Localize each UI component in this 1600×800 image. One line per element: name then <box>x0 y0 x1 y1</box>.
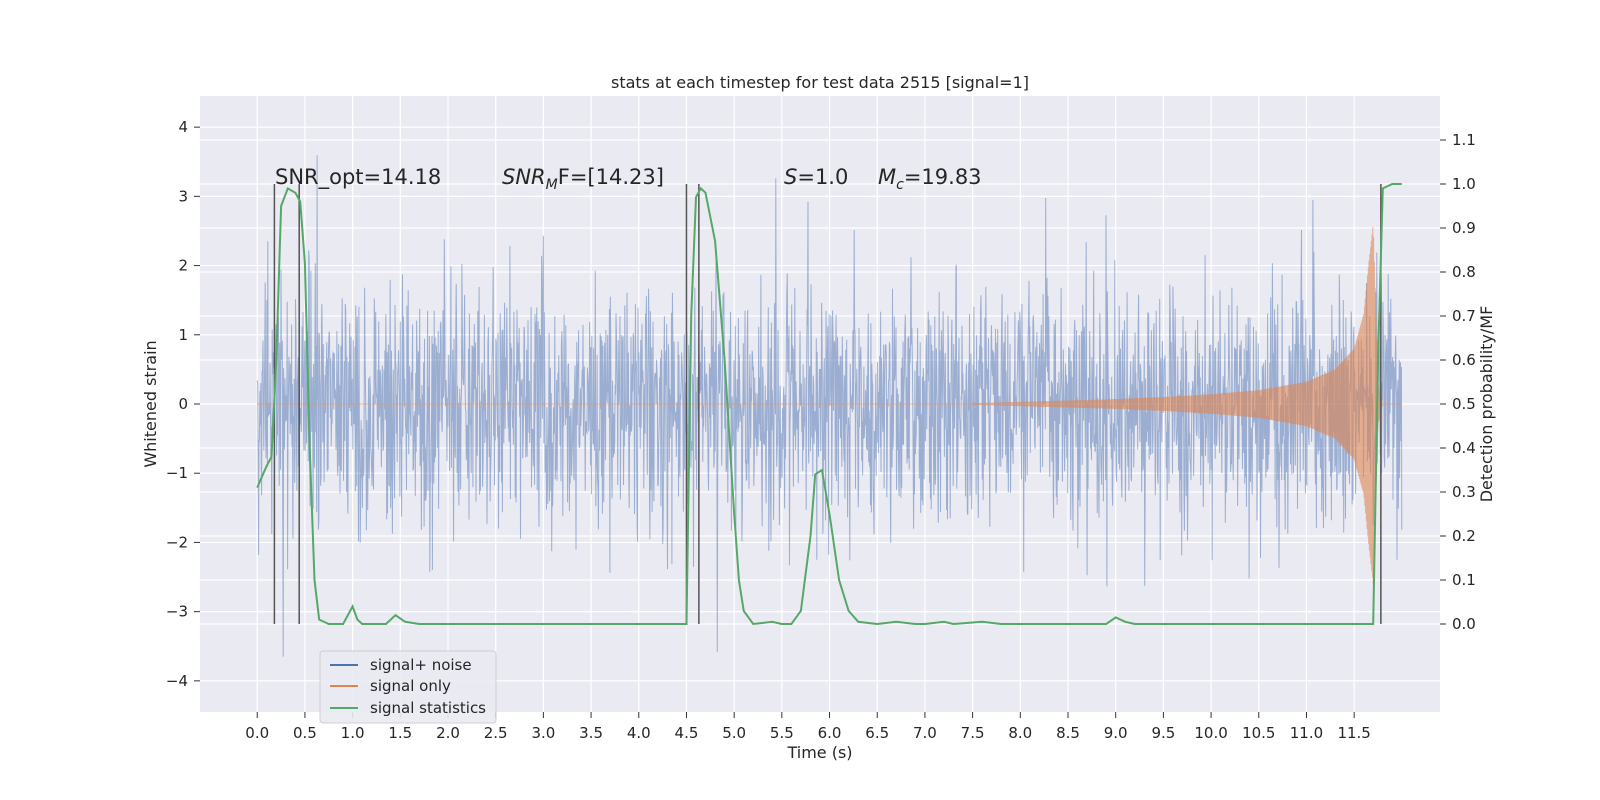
y-right-tick-label: 0.0 <box>1452 615 1476 633</box>
annotation-s: S=1.0 <box>784 165 848 189</box>
annotation-mc: Mc=19.83 <box>878 165 982 193</box>
annotations: SNR_opt=14.18 SNRMF=[14.23] S=1.0 Mc=19.… <box>275 165 982 193</box>
y-right-tick-label: 0.3 <box>1452 483 1476 501</box>
x-tick-label: 11.0 <box>1290 724 1323 742</box>
y-left-tick-label: −4 <box>166 672 188 690</box>
y-left-tick-label: −1 <box>166 464 188 482</box>
y-left-tick-label: 4 <box>178 118 188 136</box>
x-tick-label: 8.5 <box>1056 724 1080 742</box>
y-right-tick-label: 0.9 <box>1452 219 1476 237</box>
x-tick-label: 3.0 <box>531 724 555 742</box>
series-signal-noise <box>256 155 1403 657</box>
x-tick-label: 8.0 <box>1008 724 1032 742</box>
y-right-tick-label: 0.1 <box>1452 571 1476 589</box>
y-left-tick-label: 3 <box>178 187 188 205</box>
y-left-tick-label: 1 <box>178 326 188 344</box>
y-right-tick-label: 0.8 <box>1452 263 1476 281</box>
y-axis-left-ticks: −4 −3 −2 −1 0 1 2 3 4 <box>166 118 200 690</box>
x-tick-label: 10.0 <box>1194 724 1227 742</box>
x-tick-label: 7.5 <box>961 724 985 742</box>
chart-title: stats at each timestep for test data 251… <box>611 73 1029 92</box>
y-left-tick-label: 0 <box>178 395 188 413</box>
y-right-tick-label: 0.5 <box>1452 395 1476 413</box>
x-tick-label: 5.0 <box>722 724 746 742</box>
legend-label-signal-statistics: signal statistics <box>370 699 486 717</box>
y-left-tick-label: 2 <box>178 257 188 275</box>
y-left-tick-label: −2 <box>166 533 188 551</box>
x-tick-label: 7.0 <box>913 724 937 742</box>
annotation-snr-mf: SNRMF=[14.23] <box>502 165 664 193</box>
x-tick-label: 1.0 <box>341 724 365 742</box>
x-tick-label: 6.0 <box>818 724 842 742</box>
y-right-tick-label: 0.2 <box>1452 527 1476 545</box>
legend-label-signal-noise: signal+ noise <box>370 656 472 674</box>
x-tick-label: 0.5 <box>293 724 317 742</box>
y-left-tick-label: −3 <box>166 603 188 621</box>
x-axis-ticks: 0.0 0.5 1.0 1.5 2.0 2.5 3.0 3.5 4.0 4.5 5.0 5.5 6.0 6… <box>245 712 1371 742</box>
x-tick-label: 6.5 <box>865 724 889 742</box>
x-tick-label: 0.0 <box>245 724 269 742</box>
legend-label-signal-only: signal only <box>370 677 451 695</box>
x-tick-label: 4.0 <box>627 724 651 742</box>
x-tick-label: 2.5 <box>484 724 508 742</box>
series-signal-statistics <box>256 183 1402 626</box>
x-tick-label: 3.5 <box>579 724 603 742</box>
y-axis-right-label: Detection probability/MF <box>1477 306 1496 503</box>
y-right-tick-label: 1.1 <box>1452 131 1476 149</box>
legend: signal+ noise signal only signal statist… <box>319 650 497 724</box>
y-right-tick-label: 0.6 <box>1452 351 1476 369</box>
x-axis-label: Time (s) <box>786 743 852 762</box>
x-tick-label: 5.5 <box>770 724 794 742</box>
series-line-signal-statistics <box>256 183 1402 626</box>
y-axis-left-label: Whitened strain <box>141 340 160 467</box>
x-tick-label: 11.5 <box>1337 724 1370 742</box>
annotation-snr-opt: SNR_opt=14.18 <box>275 165 441 190</box>
x-tick-label: 4.5 <box>675 724 699 742</box>
series-signal-only <box>257 227 1402 585</box>
x-tick-label: 1.5 <box>388 724 412 742</box>
y-right-tick-label: 0.7 <box>1452 307 1476 325</box>
legend-box <box>319 650 497 724</box>
y-right-tick-label: 0.4 <box>1452 439 1476 457</box>
x-tick-label: 9.0 <box>1104 724 1128 742</box>
series-line-signal-only <box>257 227 1402 585</box>
x-tick-label: 2.0 <box>436 724 460 742</box>
x-tick-label: 10.5 <box>1242 724 1275 742</box>
y-right-tick-label: 1.0 <box>1452 175 1476 193</box>
x-tick-label: 9.5 <box>1151 724 1175 742</box>
series-line-signal-noise <box>256 155 1403 657</box>
y-axis-right-ticks: 0.0 0.1 0.2 0.3 0.4 0.5 0.6 0.7 0.8 0.9 1.0 1.1 <box>1440 131 1476 633</box>
